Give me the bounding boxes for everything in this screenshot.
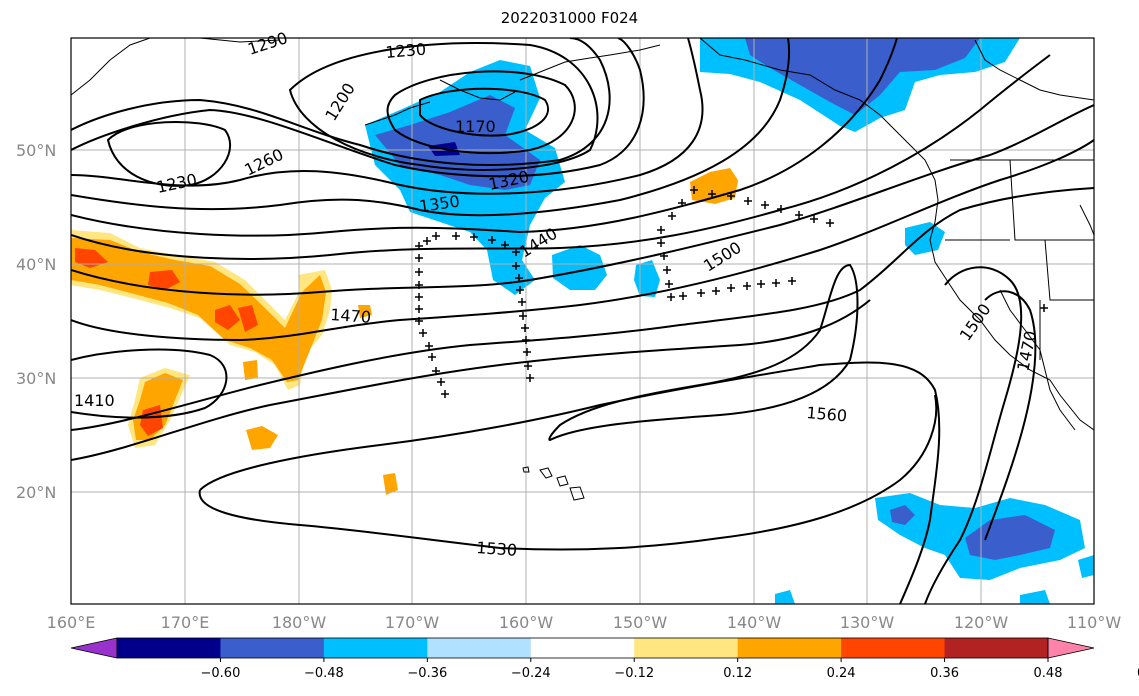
colorbar-tick-label: 0.60 xyxy=(1137,666,1139,681)
lat-label-30n: 30°N xyxy=(16,369,56,388)
lon-label: 110°W xyxy=(1067,613,1122,632)
colorbar-tick-label: −0.60 xyxy=(201,666,241,681)
lon-label: 160°E xyxy=(47,613,96,632)
contour-label: 1230 xyxy=(385,40,427,62)
track-markers xyxy=(415,186,1048,398)
lon-label: 170°E xyxy=(161,613,210,632)
height-contours xyxy=(71,38,1094,604)
filled-anomalies xyxy=(71,38,1094,604)
colorbar-frame xyxy=(116,637,1049,659)
colorbar-segment xyxy=(944,638,1049,658)
colorbar: −0.60 −0.48 −0.36 −0.24 −0.12 0.12 0.24 0.36 0.4… xyxy=(70,637,1139,681)
map-frame xyxy=(70,37,1095,605)
colorbar-segment xyxy=(220,638,325,658)
coastlines xyxy=(71,38,1094,501)
colorbar-segment xyxy=(117,638,221,658)
lat-label-20n: 20°N xyxy=(16,483,56,502)
contour-label: 1470 xyxy=(330,305,372,327)
lat-label-50n: 50°N xyxy=(16,141,56,160)
lon-label: 140°W xyxy=(727,613,782,632)
colorbar-segment xyxy=(634,638,739,658)
lon-label: 150°W xyxy=(613,613,668,632)
colorbar-tick-label: −0.48 xyxy=(304,666,344,681)
colorbar-arrow-low xyxy=(70,637,118,659)
colorbar-segment xyxy=(530,638,635,658)
lon-label: 170°W xyxy=(385,613,440,632)
lon-label: 180°W xyxy=(272,613,327,632)
lon-label: 160°W xyxy=(499,613,554,632)
colorbar-tick-label: 0.24 xyxy=(827,666,856,681)
negative-anomaly-alaska-core xyxy=(375,95,540,190)
contour-label: 1170 xyxy=(455,117,496,136)
contour-label: 1560 xyxy=(806,403,848,425)
colorbar-tick-label: 0.48 xyxy=(1034,666,1063,681)
contour-label: 1410 xyxy=(74,391,115,410)
colorbar-segment xyxy=(841,638,946,658)
negative-anomaly-blob-1 xyxy=(552,245,607,290)
longitude-labels: 160°E 170°E 180°W 170°W 160°W 150°W 140°… xyxy=(47,613,1122,632)
colorbar-tick-label: 0.12 xyxy=(723,666,752,681)
colorbar-tick-label: −0.12 xyxy=(614,666,654,681)
lon-label: 130°W xyxy=(840,613,895,632)
lat-label-40n: 40°N xyxy=(16,255,56,274)
colorbar-tick-label: 0.36 xyxy=(930,666,959,681)
contour-label: 1530 xyxy=(476,538,518,560)
map-title: 2022031000 F024 xyxy=(500,9,639,27)
colorbar-segment xyxy=(323,638,428,658)
colorbar-tick-label: −0.36 xyxy=(407,666,447,681)
colorbar-tick-label: −0.24 xyxy=(511,666,551,681)
lon-label: 120°W xyxy=(954,613,1009,632)
colorbar-segment xyxy=(427,638,532,658)
colorbar-segment xyxy=(737,638,842,658)
colorbar-arrow-high xyxy=(1047,637,1095,659)
latitude-labels: 50°N 40°N 30°N 20°N xyxy=(16,141,56,502)
